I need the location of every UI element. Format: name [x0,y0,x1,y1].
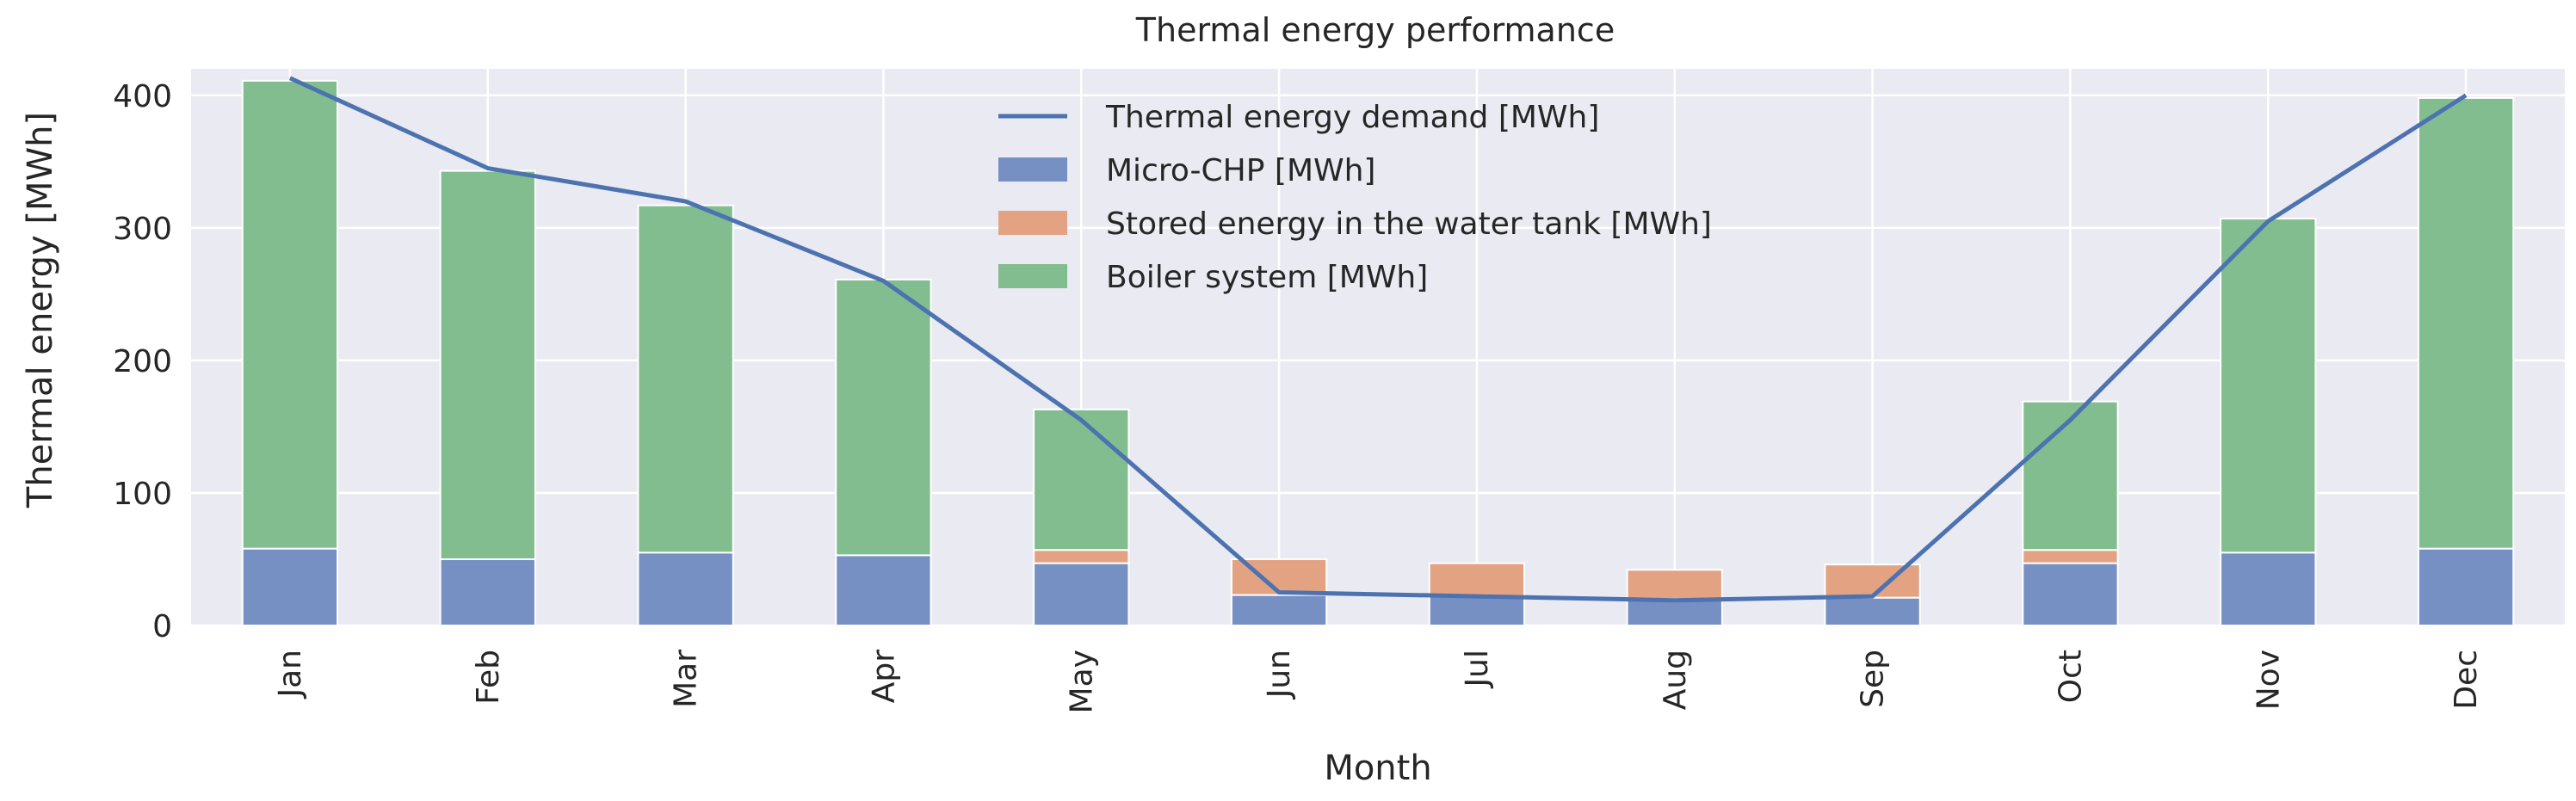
x-tick-label: Mar [669,650,704,708]
y-axis-label: Thermal energy [MWh] [21,112,60,508]
demand-line [288,76,2468,603]
legend-swatch-boiler [998,264,1067,288]
y-tick-label: 200 [113,344,172,379]
bar-segment-micro-chp [439,558,536,627]
x-tick-label: Nov [2251,650,2286,710]
bar-segment-boiler [835,278,932,557]
bar-segment-boiler [2417,96,2515,550]
legend: Thermal energy demand [MWh] Micro-CHP [MW… [998,100,1712,295]
y-tick-label: 100 [113,477,172,512]
y-tick-label: 400 [113,79,172,114]
y-tick-label: 0 [152,609,172,644]
x-tick-label: Apr [866,650,901,703]
x-tick-label: May [1064,650,1099,713]
bar-segment-micro-chp [637,551,734,626]
x-tick-label: Dec [2449,650,2484,710]
x-tick-label: Sep [1856,650,1891,708]
y-tick-label: 300 [113,212,172,247]
x-axis-label: Month [1324,749,1431,788]
bar-segment-micro-chp [241,547,339,627]
x-tick-label: Jun [1262,650,1297,699]
legend-label-micro-chp: Micro-CHP [MWh] [1106,153,1375,188]
bar-segment-micro-chp [1428,595,1526,626]
plot-background [191,69,2565,625]
bar-segment-stored-energy [1428,562,1526,598]
bar-segment-boiler [2022,400,2119,551]
x-tick-label: Aug [1658,650,1693,710]
bar-segment-micro-chp [2220,551,2317,626]
legend-label-stored-energy: Stored energy in the water tank [MWh] [1106,206,1712,242]
legend-swatch-stored-energy [998,211,1067,235]
bar-segment-stored-energy [1230,558,1328,596]
x-tick-label: Oct [2053,650,2088,703]
legend-label-demand: Thermal energy demand [MWh] [1105,100,1599,135]
x-tick-label: Jul [1460,650,1495,688]
bar-segment-micro-chp [1230,594,1328,626]
bar-segment-micro-chp [1626,598,1723,627]
bar-segment-stored-energy [2022,549,2119,564]
bar-segment-boiler [637,204,734,554]
bar-segment-boiler [439,169,536,560]
bar-segment-micro-chp [1033,562,1130,626]
bar-segment-micro-chp [2417,547,2515,627]
bar-segment-boiler [1033,408,1130,551]
bar-segment-stored-energy [1626,569,1723,601]
bar-segment-micro-chp [1824,596,1921,627]
bar-segment-micro-chp [2022,562,2119,626]
x-tick-label: Jan [273,650,308,699]
legend-label-boiler: Boiler system [MWh] [1106,260,1428,295]
bar-segment-boiler [2220,218,2317,554]
x-tick-label: Feb [471,650,506,705]
bar-segment-stored-energy [1033,549,1130,564]
bar-segment-boiler [241,79,339,550]
bar-segment-micro-chp [835,554,932,626]
chart-title: Thermal energy performance [1135,11,1615,49]
legend-swatch-micro-chp [998,157,1067,182]
